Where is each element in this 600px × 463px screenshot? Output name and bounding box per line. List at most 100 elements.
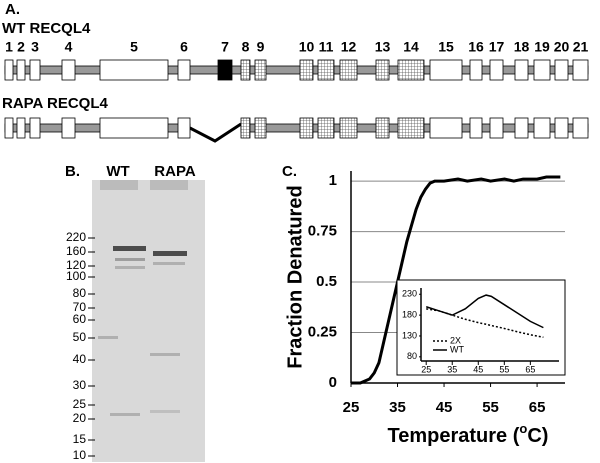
exon (4, 59, 14, 81)
exon-number: 9 (257, 39, 265, 55)
marker-label: 80 (73, 286, 87, 300)
gel-well (100, 180, 138, 190)
exon (375, 117, 390, 139)
y-tick-label: 80 (407, 351, 417, 361)
exon (533, 59, 551, 81)
exon (554, 59, 569, 81)
gel-band (153, 251, 187, 256)
marker-label: 160 (66, 244, 86, 258)
exon-number: 12 (341, 39, 357, 55)
exon-number: 2 (17, 39, 25, 55)
exon-number: 8 (242, 39, 250, 55)
gel-band (110, 413, 140, 416)
marker-label: 60 (73, 312, 87, 326)
exon (99, 59, 169, 81)
exon-number: 18 (514, 39, 530, 55)
exon-number: 16 (468, 39, 484, 55)
y-tick-label: 230 (402, 289, 417, 299)
exon (16, 117, 26, 139)
track-title: RAPA RECQL4 (2, 95, 109, 112)
gel-band (115, 258, 145, 261)
marker-label: 30 (73, 378, 87, 392)
y-axis-title: Fraction Denatured (284, 185, 306, 368)
y-tick-label: 0.5 (316, 273, 337, 290)
exon (469, 117, 483, 139)
exon (99, 117, 169, 139)
exon (29, 117, 41, 139)
exon-number: 15 (438, 39, 454, 55)
y-tick-label: 180 (402, 309, 417, 319)
exon (61, 59, 76, 81)
gel-band (115, 266, 145, 269)
marker-label: 15 (73, 432, 87, 446)
x-axis-title-part: C) (527, 425, 548, 447)
exon (514, 59, 529, 81)
exon (29, 59, 41, 81)
exon-number: 17 (489, 39, 505, 55)
lane-label: WT (106, 163, 129, 180)
data-line (425, 294, 544, 329)
x-axis-title: Temperature (oC) (388, 421, 549, 447)
exon (339, 59, 358, 81)
exon-number: 7 (221, 39, 229, 55)
gel-background (92, 180, 205, 462)
exon (177, 117, 191, 139)
y-tick-label: 130 (402, 330, 417, 340)
exon (317, 59, 335, 81)
exon-number: 4 (65, 39, 73, 55)
exon (61, 117, 76, 139)
gel-band (113, 246, 146, 251)
x-tick-label: 45 (436, 399, 453, 416)
exon (240, 117, 251, 139)
exon (299, 117, 314, 139)
marker-label: 25 (73, 397, 87, 411)
exon (533, 117, 551, 139)
exon (254, 59, 267, 81)
exon (16, 59, 26, 81)
x-tick-label: 25 (343, 399, 360, 416)
exon (489, 59, 504, 81)
exon (429, 117, 463, 139)
exon (254, 117, 267, 139)
panel-label: C. (282, 163, 297, 180)
inset-frame (396, 279, 566, 376)
marker-label: 100 (66, 269, 86, 283)
splice-junction (189, 122, 242, 143)
gel-band (150, 410, 180, 413)
panel-label: B. (65, 163, 80, 180)
panel-label: A. (5, 1, 20, 18)
exon (429, 59, 463, 81)
marker-label: 20 (73, 411, 87, 425)
x-tick-label: 25 (421, 364, 431, 374)
data-line (351, 175, 561, 385)
x-tick-label: 35 (447, 364, 457, 374)
gel-well (150, 180, 188, 190)
gel (92, 180, 205, 462)
exon-number: 10 (299, 39, 315, 55)
y-tick-label: 0.75 (308, 223, 337, 240)
gel-band (153, 262, 185, 265)
exon (4, 117, 14, 139)
x-tick-label: 55 (499, 364, 509, 374)
x-tick-label: 65 (525, 364, 535, 374)
exon (514, 117, 529, 139)
marker-label: 50 (73, 330, 87, 344)
exon (177, 59, 191, 81)
exon (217, 59, 233, 81)
exon-number: 5 (130, 39, 138, 55)
exon-number: 19 (534, 39, 550, 55)
legend-label: WT (450, 344, 464, 354)
exon-number: 1 (5, 39, 13, 55)
track-title: WT RECQL4 (2, 20, 91, 37)
exon (572, 117, 589, 139)
marker-label: 40 (73, 352, 87, 366)
exon-number: 13 (375, 39, 391, 55)
exon-number: 14 (403, 39, 419, 55)
x-tick-label: 35 (389, 399, 406, 416)
exon-number: 3 (31, 39, 39, 55)
exon-number: 20 (554, 39, 570, 55)
marker-label: 120 (66, 258, 86, 272)
marker-label: 70 (73, 300, 87, 314)
y-tick-label: 0 (329, 374, 337, 391)
